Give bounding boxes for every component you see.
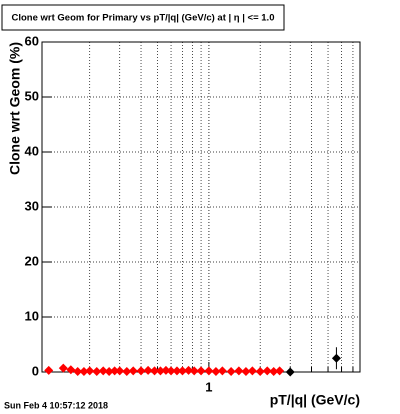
data-point [172, 366, 182, 376]
data-point [73, 366, 83, 376]
data-point [92, 366, 102, 376]
data-point [115, 366, 125, 376]
data-point [44, 365, 54, 375]
data-point [66, 365, 76, 375]
data-point [136, 366, 146, 376]
y-tick-label: 60 [25, 33, 39, 48]
y-tick-label: 50 [25, 88, 39, 103]
data-point [262, 366, 272, 376]
data-point [104, 366, 114, 376]
chart-title: Clone wrt Geom for Primary vs pT/|q| (Ge… [12, 13, 275, 24]
data-point [285, 367, 295, 377]
data-point [184, 365, 194, 375]
data-point [79, 366, 89, 376]
data-point [128, 366, 138, 376]
data-point [269, 366, 279, 376]
data-point [161, 365, 171, 375]
data-point [110, 366, 120, 376]
data-point [122, 366, 132, 376]
data-point [217, 366, 227, 376]
y-tick-label: 10 [25, 308, 39, 323]
title-box [1, 4, 285, 31]
x-axis-label: pT/|q| (GeV/c) [270, 392, 360, 408]
y-tick-label: 30 [25, 198, 39, 213]
data-point [275, 366, 285, 376]
data-point [247, 366, 257, 376]
data-point [211, 366, 221, 376]
data-point [204, 366, 214, 376]
data-point [196, 366, 206, 376]
data-point [226, 366, 236, 376]
data-point [177, 366, 187, 376]
data-point [331, 353, 341, 363]
data-point [143, 365, 153, 375]
data-point [255, 366, 265, 376]
data-point [98, 366, 108, 376]
y-axis-label: Clone wrt Geom (%) [7, 42, 23, 175]
timestamp: Sun Feb 4 10:57:12 2018 [4, 400, 108, 410]
data-point [189, 366, 199, 376]
data-point [58, 363, 68, 373]
data-point [85, 366, 95, 376]
y-tick-label: 40 [25, 143, 39, 158]
data-point [241, 366, 251, 376]
data-point [234, 366, 244, 376]
data-point [150, 366, 160, 376]
data-point [166, 366, 176, 376]
x-tick-label: 1 [205, 379, 212, 394]
y-tick-label: 20 [25, 253, 39, 268]
data-point [155, 366, 165, 376]
y-tick-label: 0 [32, 363, 39, 378]
